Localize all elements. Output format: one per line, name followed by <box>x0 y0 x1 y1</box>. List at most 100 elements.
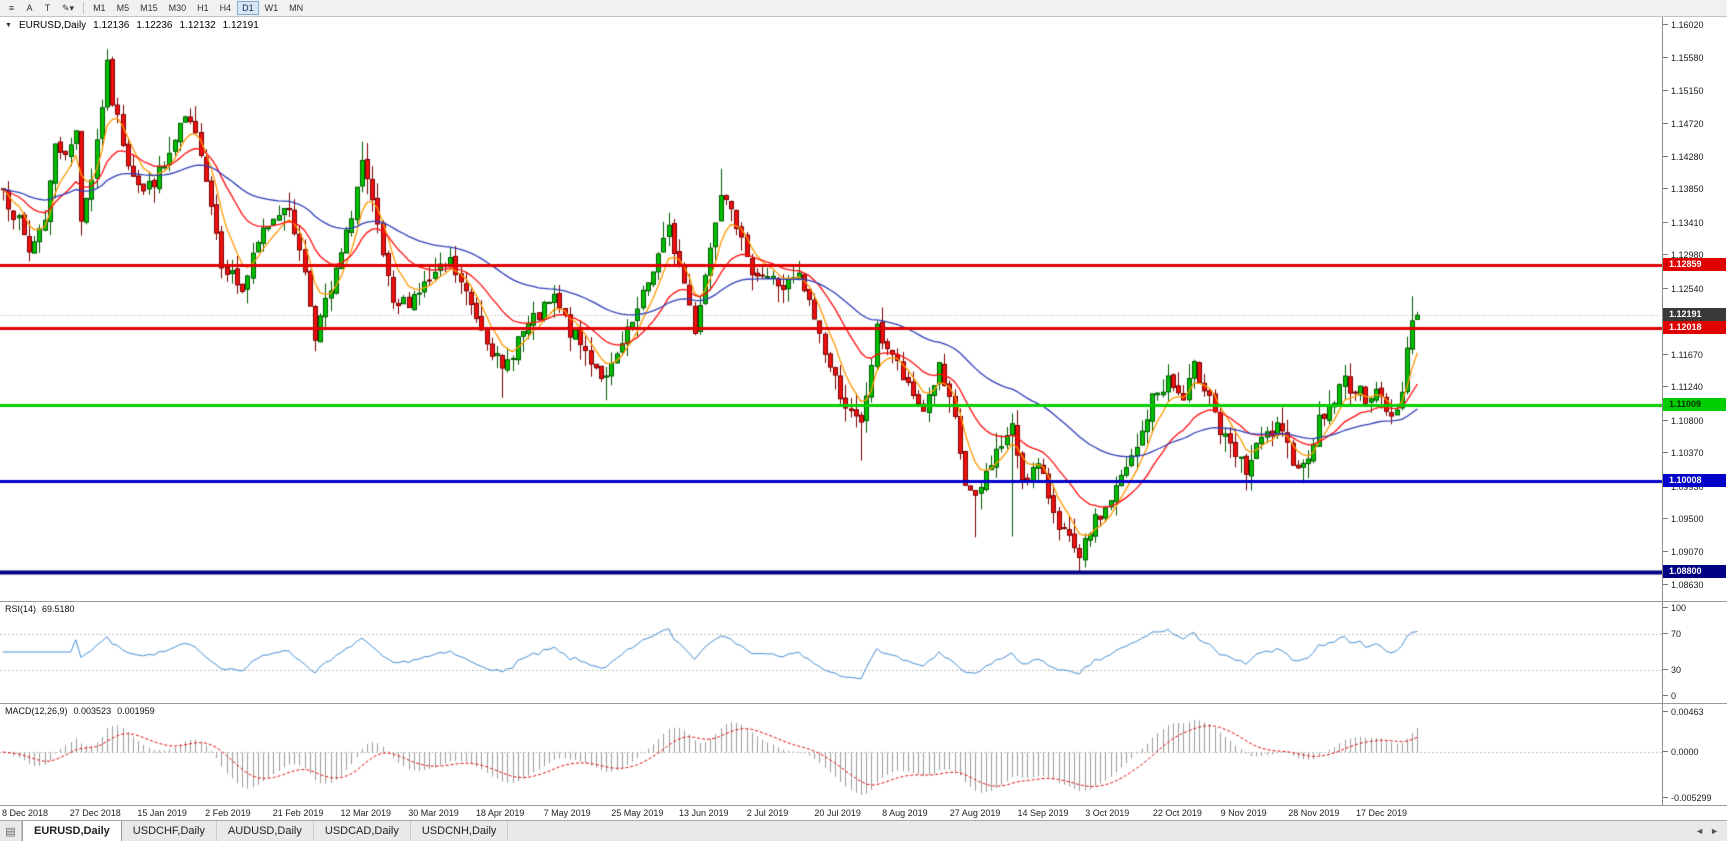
tab-scroll-arrows: ◄ ► <box>1695 821 1727 841</box>
tabs-scroll-left-icon[interactable]: ◄ <box>1695 826 1705 836</box>
price-tick: 1.11240 <box>1663 382 1703 393</box>
date-label: 27 Dec 2018 <box>69 808 121 818</box>
collapse-chart-icon[interactable]: ▼ <box>5 22 12 29</box>
date-label: 27 Aug 2019 <box>949 808 1001 818</box>
level-price-badge: 1.12018 <box>1663 321 1726 335</box>
charts-list-icon[interactable]: ▤ <box>0 821 22 841</box>
price-tick: 1.10800 <box>1663 415 1704 426</box>
timeframe-buttons: M1 M5 M15 M30 H1 H4 D1 W1 MN <box>88 1 308 15</box>
tab-audusd-daily[interactable]: AUDUSD,Daily <box>216 821 314 841</box>
date-label: 28 Nov 2019 <box>1288 808 1340 818</box>
price-chart-canvas[interactable] <box>0 17 1662 601</box>
date-label: 12 Mar 2019 <box>340 808 392 818</box>
macd-indicator-canvas[interactable] <box>0 704 1662 805</box>
draw-tools-icon[interactable]: ✎▾ <box>62 2 75 13</box>
toolbar-tools: ≡ A T ✎▾ <box>3 1 79 15</box>
price-tick: 1.14720 <box>1663 118 1704 129</box>
rsi-tick: 70 <box>1662 629 1682 640</box>
ohlc-low-value: 1.12132 <box>179 20 216 31</box>
timeframe-w1-button[interactable]: W1 <box>264 2 279 13</box>
date-label: 21 Feb 2019 <box>272 808 324 818</box>
price-tick: 1.14280 <box>1663 151 1704 162</box>
price-axis[interactable]: 1.16020 1.15580 1.15150 1.14720 1.14280 1.138… <box>1662 17 1727 601</box>
timeframe-m15-button[interactable]: M15 <box>140 2 158 13</box>
tabs-scroll-right-icon[interactable]: ► <box>1710 826 1719 836</box>
date-label: 2 Feb 2019 <box>205 808 251 818</box>
panel-splitter-macd[interactable] <box>0 703 1727 704</box>
rsi-name: RSI(14) <box>5 604 37 614</box>
rsi-tick: 100 <box>1662 603 1687 613</box>
timeframe-h1-button[interactable]: H1 <box>197 2 209 13</box>
text-tool-icon[interactable]: T <box>44 2 51 13</box>
rsi-panel: RSI(14) 69.5180 100 70 30 0 <box>0 602 1727 703</box>
price-tick: 1.15150 <box>1663 85 1704 96</box>
timeframe-d1-button[interactable]: D1 <box>237 1 259 15</box>
tab-eurusd-daily[interactable]: EURUSD,Daily <box>22 821 122 841</box>
macd-label: MACD(12,26,9) 0.003523 0.001959 <box>5 706 155 716</box>
macd-tick: 0.00463 <box>1663 707 1704 717</box>
date-label: 2 Jul 2019 <box>746 808 789 818</box>
price-tick: 1.16020 <box>1663 20 1704 31</box>
price-tick: 1.09070 <box>1663 546 1704 557</box>
chart-tabs-bar: ▤ EURUSD,Daily USDCHF,Daily AUDUSD,Daily US… <box>0 820 1727 841</box>
current-price-badge: 1.12191 <box>1663 308 1726 322</box>
menu-icon[interactable]: ≡ <box>8 2 15 13</box>
timeframe-m30-button[interactable]: M30 <box>168 2 187 13</box>
macd-main-value: 0.003523 <box>73 706 112 716</box>
tab-usdcad-daily[interactable]: USDCAD,Daily <box>313 821 411 841</box>
chart-tabs: EURUSD,Daily USDCHF,Daily AUDUSD,Daily USDC… <box>22 821 509 841</box>
price-tick: 1.08630 <box>1663 580 1704 591</box>
timeframe-m5-button[interactable]: M5 <box>116 2 130 13</box>
timeframe-mn-button[interactable]: MN <box>289 2 304 13</box>
price-tick: 1.12980 <box>1663 250 1704 261</box>
date-label: 13 Jun 2019 <box>679 808 729 818</box>
level-price-badge: 1.08800 <box>1663 565 1726 579</box>
chart-symbol-label: EURUSD,Daily <box>18 20 87 31</box>
date-label: 25 May 2019 <box>611 808 664 818</box>
chart-title: ▼ EURUSD,Daily 1.12136 1.12236 1.12132 1… <box>5 20 259 31</box>
date-label: 17 Dec 2019 <box>1356 808 1408 818</box>
date-label: 22 Oct 2019 <box>1152 808 1202 818</box>
price-tick: 1.09500 <box>1663 514 1704 525</box>
time-axis[interactable]: 8 Dec 2018 27 Dec 2018 15 Jan 2019 2 Feb 20… <box>0 805 1727 820</box>
rsi-label: RSI(14) 69.5180 <box>5 604 75 614</box>
price-tick: 1.13410 <box>1663 217 1704 228</box>
main-chart-panel: ▼ EURUSD,Daily 1.12136 1.12236 1.12132 1… <box>0 17 1727 601</box>
date-label: 8 Aug 2019 <box>882 808 928 818</box>
tab-usdchf-daily[interactable]: USDCHF,Daily <box>121 821 217 841</box>
rsi-value: 69.5180 <box>42 604 75 614</box>
price-tick: 1.15580 <box>1663 53 1704 64</box>
macd-name: MACD(12,26,9) <box>5 706 68 716</box>
date-label: 7 May 2019 <box>543 808 591 818</box>
rsi-indicator-canvas[interactable] <box>0 602 1662 703</box>
date-label: 20 Jul 2019 <box>814 808 861 818</box>
macd-axis[interactable]: 0.00463 0.0000 -0.005299 <box>1662 704 1727 805</box>
macd-panel: MACD(12,26,9) 0.003523 0.001959 0.00463 0… <box>0 704 1727 805</box>
panel-splitter-rsi[interactable] <box>0 601 1727 602</box>
macd-signal-value: 0.001959 <box>117 706 155 716</box>
cursor-icon[interactable]: A <box>26 2 33 13</box>
date-label: 30 Mar 2019 <box>408 808 459 818</box>
date-label: 9 Nov 2019 <box>1220 808 1267 818</box>
toolbar-separator <box>83 2 85 14</box>
ohlc-open-value: 1.12136 <box>93 20 130 31</box>
ohlc-close-value: 1.12191 <box>222 20 259 31</box>
date-label: 15 Jan 2019 <box>137 808 187 818</box>
level-price-badge: 1.12859 <box>1663 257 1726 271</box>
date-label: 8 Dec 2018 <box>2 808 49 818</box>
price-tick: 1.11670 <box>1663 349 1703 360</box>
rsi-axis[interactable]: 100 70 30 0 <box>1662 602 1727 703</box>
timeframe-h4-button[interactable]: H4 <box>219 2 232 13</box>
ohlc-high-value: 1.12236 <box>136 20 173 31</box>
date-label: 3 Oct 2019 <box>1085 808 1130 818</box>
date-label: 18 Apr 2019 <box>475 808 525 818</box>
macd-tick: 0.0000 <box>1663 747 1699 758</box>
tab-usdcnh-daily[interactable]: USDCNH,Daily <box>410 821 509 841</box>
date-label: 14 Sep 2019 <box>1017 808 1069 818</box>
rsi-tick: 30 <box>1662 664 1682 675</box>
toolbar: ≡ A T ✎▾ M1 M5 M15 M30 H1 H4 D1 W1 MN <box>0 0 1727 17</box>
price-tick: 1.10370 <box>1663 448 1704 459</box>
price-tick: 1.13850 <box>1663 184 1704 195</box>
timeframe-m1-button[interactable]: M1 <box>93 2 106 13</box>
